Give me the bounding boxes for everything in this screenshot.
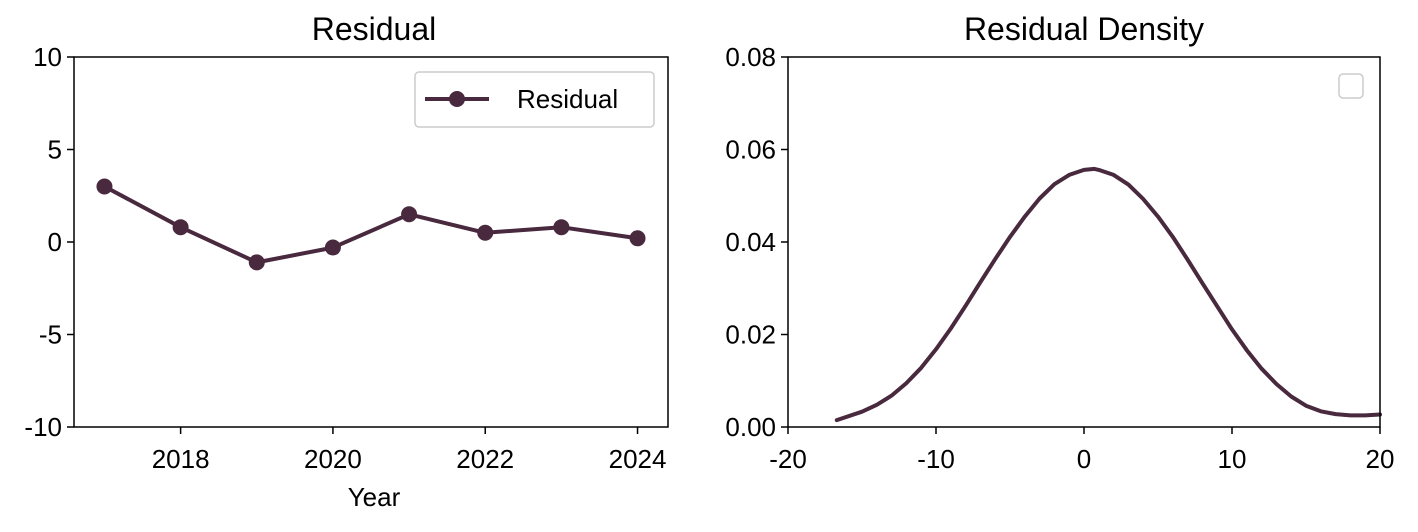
residual-plot-area: 2018 2020 2022 2024 10 5 0 -5 -10 xyxy=(24,42,669,474)
x-tick-label: 10 xyxy=(1218,444,1247,474)
y-tick-label: -5 xyxy=(39,320,62,350)
legend-frame xyxy=(414,71,655,128)
legend-marker-swatch xyxy=(449,91,465,107)
legend-label: Residual xyxy=(517,84,618,114)
data-point xyxy=(629,230,646,247)
y-tick-label: 0.08 xyxy=(725,42,776,72)
y-tick-label: -10 xyxy=(24,412,62,442)
y-tick-label: 0.06 xyxy=(725,135,776,165)
residual-chart: Residual Year 2018 2020 2022 20241050-5-10 … xyxy=(24,11,669,512)
y-tick-label: 0.02 xyxy=(725,320,776,350)
data-point xyxy=(172,219,189,236)
residual-density-chart: Residual Density -20 -10 0 10 20 0.08 0.06 0.04… xyxy=(725,11,1394,474)
data-point xyxy=(248,254,265,271)
axes-frame xyxy=(787,56,1381,428)
residual-chart-xlabel: Year xyxy=(348,482,401,512)
density-chart-title: Residual Density xyxy=(964,11,1204,47)
y-tick-label: 0.00 xyxy=(725,412,776,442)
y-tick-label: 0.04 xyxy=(725,227,776,257)
empty-legend-box xyxy=(1338,73,1364,99)
residual-legend: Residual xyxy=(414,71,655,128)
x-tick-label: 2020 xyxy=(304,444,362,474)
x-tick-label: 0 xyxy=(1077,444,1091,474)
x-tick-label: 2024 xyxy=(609,444,667,474)
x-tick-label: -20 xyxy=(769,444,807,474)
y-tick-label: 5 xyxy=(48,135,62,165)
x-tick-label: 2022 xyxy=(456,444,514,474)
data-point xyxy=(553,219,570,236)
series-line-1-0 xyxy=(834,166,1382,423)
series-line-0-0 xyxy=(102,184,640,265)
y-tick-label: 0 xyxy=(48,227,62,257)
data-point xyxy=(401,206,418,223)
x-tick-label: -10 xyxy=(917,444,955,474)
density-plot-area: -20 -10 0 10 20 0.08 0.06 0.04 0.02 0.00 xyxy=(725,42,1394,474)
x-tick-label: 2018 xyxy=(152,444,210,474)
y-tick-label: 10 xyxy=(33,42,62,72)
residual-chart-title: Residual xyxy=(312,11,437,47)
x-tick-label: 20 xyxy=(1366,444,1395,474)
data-point xyxy=(324,239,341,256)
data-point xyxy=(96,178,113,195)
data-point xyxy=(477,224,494,241)
